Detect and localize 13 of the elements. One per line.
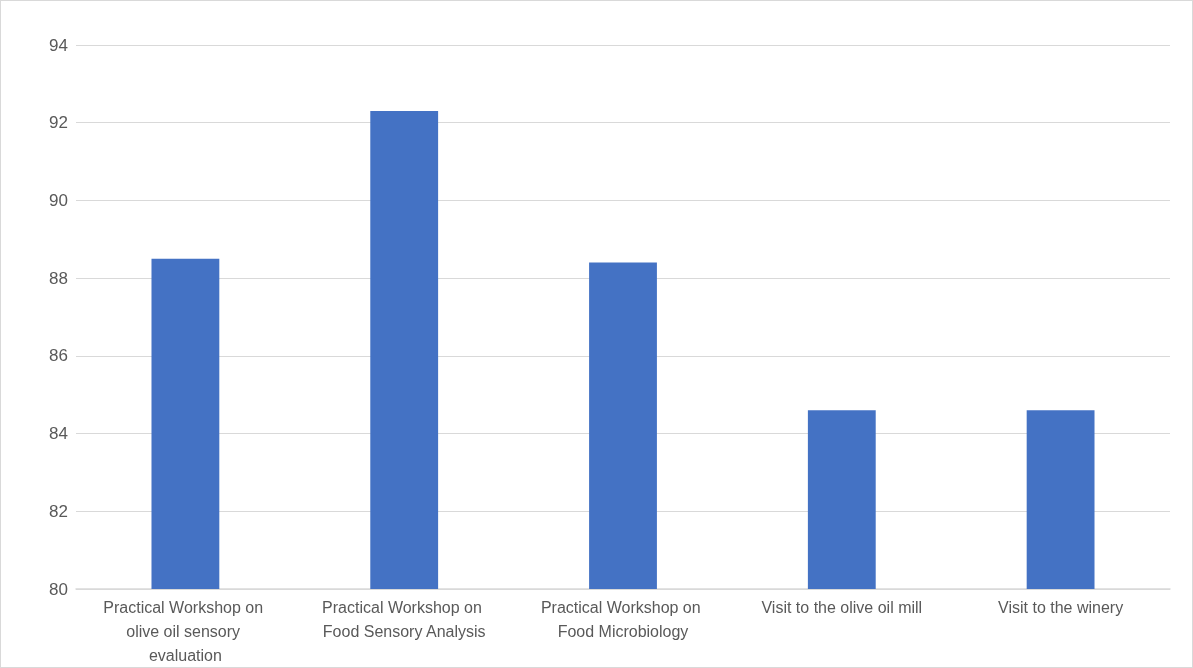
y-tick-label: 92 bbox=[49, 113, 68, 133]
y-tick-label: 82 bbox=[49, 501, 68, 521]
x-tick-label: Visit to the olive oil mill bbox=[761, 598, 923, 616]
x-tick-label: Practical Workshop on Food Sensory Analysis bbox=[322, 598, 487, 640]
y-tick-label: 80 bbox=[49, 579, 68, 599]
x-tick-label: Practical Workshop on Food Microbiology bbox=[540, 598, 706, 640]
x-tick-label: Practical Workshop on olive oil sensory evaluation bbox=[103, 598, 268, 664]
y-tick-label: 86 bbox=[49, 346, 68, 366]
y-tick-label: 84 bbox=[49, 424, 68, 444]
x-tick-label: Visit to the winery bbox=[998, 598, 1124, 616]
y-tick-label: 90 bbox=[49, 190, 68, 210]
y-tick-label: 88 bbox=[49, 268, 68, 288]
y-tick-label: 94 bbox=[49, 35, 68, 55]
